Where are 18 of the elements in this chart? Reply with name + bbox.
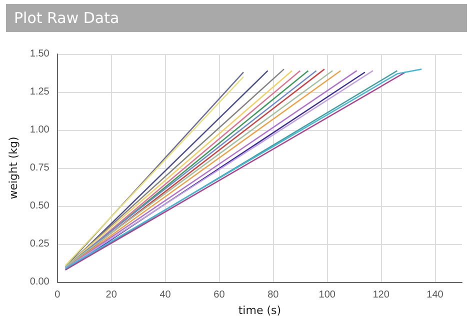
y-tick-label: 0.00: [30, 276, 50, 288]
y-tick-label: 0.50: [30, 200, 50, 212]
x-tick-label: 60: [214, 290, 226, 300]
y-tick-label: 1.00: [30, 124, 50, 136]
x-tick-label: 80: [268, 290, 280, 300]
y-axis-title: weight (kg): [7, 136, 20, 200]
x-tick-label: 40: [160, 290, 172, 300]
y-tick-label: 1.25: [30, 86, 50, 98]
x-tick-label: 20: [106, 290, 118, 300]
y-tick-label: 1.50: [30, 48, 50, 60]
x-axis-title: time (s): [238, 304, 282, 317]
y-tick-label: 0.25: [30, 238, 50, 250]
x-tick-label: 120: [372, 290, 390, 300]
x-tick-label: 140: [426, 290, 444, 300]
x-tick-label: 100: [318, 290, 336, 300]
y-tick-label: 0.75: [30, 162, 50, 174]
x-tick-label: 0: [54, 290, 61, 300]
chart-title: Plot Raw Data: [6, 4, 467, 32]
